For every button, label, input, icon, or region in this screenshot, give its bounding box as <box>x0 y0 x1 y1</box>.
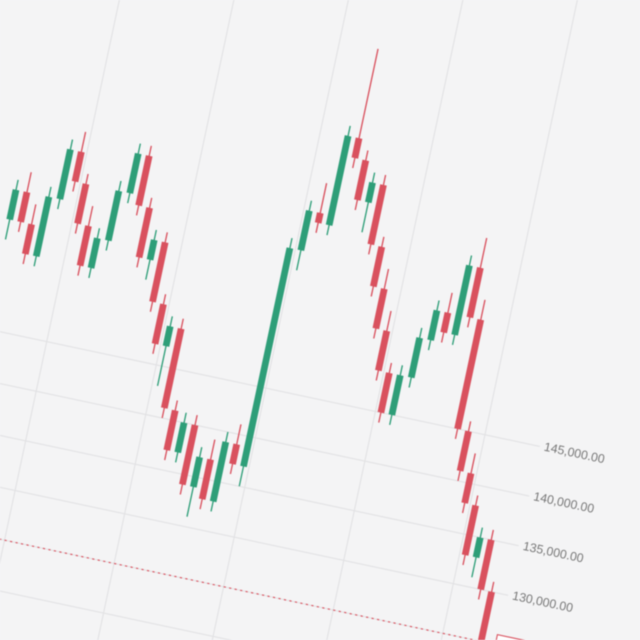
candle-body <box>198 458 214 500</box>
candle-body <box>209 441 230 503</box>
candle-body <box>229 443 241 465</box>
candle-body <box>461 504 479 556</box>
candle-body <box>367 184 387 246</box>
candle-body <box>477 539 495 591</box>
grid-line <box>0 303 540 447</box>
candle-body <box>377 372 393 414</box>
candle-body <box>151 303 167 345</box>
candle-body <box>174 421 188 454</box>
candle-body <box>76 225 92 267</box>
candle-body <box>456 430 472 472</box>
last-price-line <box>0 525 496 640</box>
y-tick-label: 130,000.00 <box>511 589 574 616</box>
candle-body <box>297 209 313 252</box>
candle-body <box>146 239 158 261</box>
candle-body <box>365 181 376 204</box>
candle-body <box>21 223 35 255</box>
candle-body <box>375 330 391 372</box>
y-tick-label: 140,000.00 <box>532 489 595 516</box>
candle-body <box>354 159 370 201</box>
candle-body <box>472 536 484 559</box>
candle-body <box>451 264 473 336</box>
candle-body <box>56 148 74 200</box>
grid-line <box>0 502 498 640</box>
candle-body <box>74 183 90 225</box>
candle-body <box>163 409 179 451</box>
candle-body <box>466 267 484 319</box>
candle-body <box>126 152 142 194</box>
candle-body <box>477 591 495 640</box>
candle-body <box>105 190 123 242</box>
candle-body <box>149 241 169 303</box>
candle-body <box>240 247 294 468</box>
candle-body <box>17 191 31 223</box>
candle-body <box>135 207 153 259</box>
grid-line <box>0 452 509 596</box>
candle-body <box>32 196 53 258</box>
candle-body <box>179 424 199 486</box>
candle-body <box>6 189 20 221</box>
candle-body <box>454 319 485 430</box>
candle-body <box>190 456 203 488</box>
y-tick-label: 145,000.00 <box>543 440 606 467</box>
candle-body <box>372 288 388 330</box>
vertical-grid <box>0 0 592 640</box>
candle-body <box>388 374 404 416</box>
y-tick-label: 135,000.00 <box>522 539 585 566</box>
candle-body <box>427 309 441 341</box>
candle-body <box>162 325 174 347</box>
grid-line <box>0 552 488 640</box>
candle-body <box>440 312 452 334</box>
wick <box>315 183 328 233</box>
candle-body <box>325 135 352 226</box>
candle-body <box>407 337 423 379</box>
candle-body <box>87 237 101 269</box>
candle-body <box>461 472 475 504</box>
candle-body <box>351 137 363 159</box>
candle-body <box>160 327 185 409</box>
candle-body <box>314 212 324 224</box>
candle-body <box>71 151 85 183</box>
candle-body <box>370 246 386 288</box>
candle-body <box>135 155 153 207</box>
